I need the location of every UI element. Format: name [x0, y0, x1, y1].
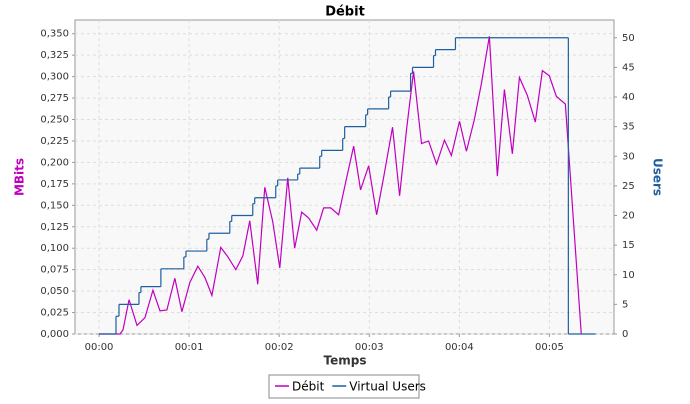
y2-tick-label: 15 — [622, 240, 635, 251]
x-axis-label: Temps — [324, 354, 367, 368]
y2-tick-label: 45 — [622, 62, 635, 73]
y-tick-label: 0,175 — [40, 179, 69, 190]
line — [99, 36, 582, 335]
x-tick-label: 00:03 — [355, 342, 384, 353]
y-tick-label: 0,350 — [40, 29, 69, 40]
y2-tick-label: 35 — [622, 122, 635, 133]
x-tick-label: 00:02 — [265, 342, 294, 353]
y-tick-label: 0,150 — [40, 200, 69, 211]
chart-title: Débit — [325, 5, 365, 20]
x-tick-label: 00:01 — [175, 342, 204, 353]
y-tick-label: 0,325 — [40, 50, 69, 61]
y-axis-label: MBits — [13, 158, 27, 196]
y2-tick-label: 40 — [622, 92, 635, 103]
y2-tick-label: 50 — [622, 33, 635, 44]
x-tick-label: 00:05 — [535, 342, 564, 353]
y-tick-label: 0,225 — [40, 136, 69, 147]
x-tick-label: 00:04 — [445, 342, 474, 353]
y2-axis-label: Users — [651, 158, 665, 196]
y2-tick-label: 25 — [622, 181, 635, 192]
y-tick-label: 0,300 — [40, 72, 69, 83]
y-tick-label: 0,000 — [40, 329, 69, 340]
y-tick-label: 0,100 — [40, 243, 69, 254]
y-tick-label: 0,125 — [40, 222, 69, 233]
y-tick-label: 0,250 — [40, 115, 69, 126]
legend-label: Virtual Users — [349, 380, 426, 394]
y2-tick-label: 5 — [622, 299, 628, 310]
y2-tick-label: 0 — [622, 329, 628, 340]
y-tick-label: 0,075 — [40, 265, 69, 276]
y-tick-label: 0,200 — [40, 157, 69, 168]
y2-tick-label: 10 — [622, 270, 635, 281]
y-tick-label: 0,275 — [40, 93, 69, 104]
legend-label: Débit — [292, 380, 325, 394]
y2-tick-label: 20 — [622, 211, 635, 222]
plot-area — [74, 19, 615, 335]
y-tick-label: 0,050 — [40, 286, 69, 297]
x-tick-label: 00:00 — [85, 342, 114, 353]
y-tick-label: 0,025 — [40, 308, 69, 319]
y2-tick-label: 30 — [622, 151, 635, 162]
